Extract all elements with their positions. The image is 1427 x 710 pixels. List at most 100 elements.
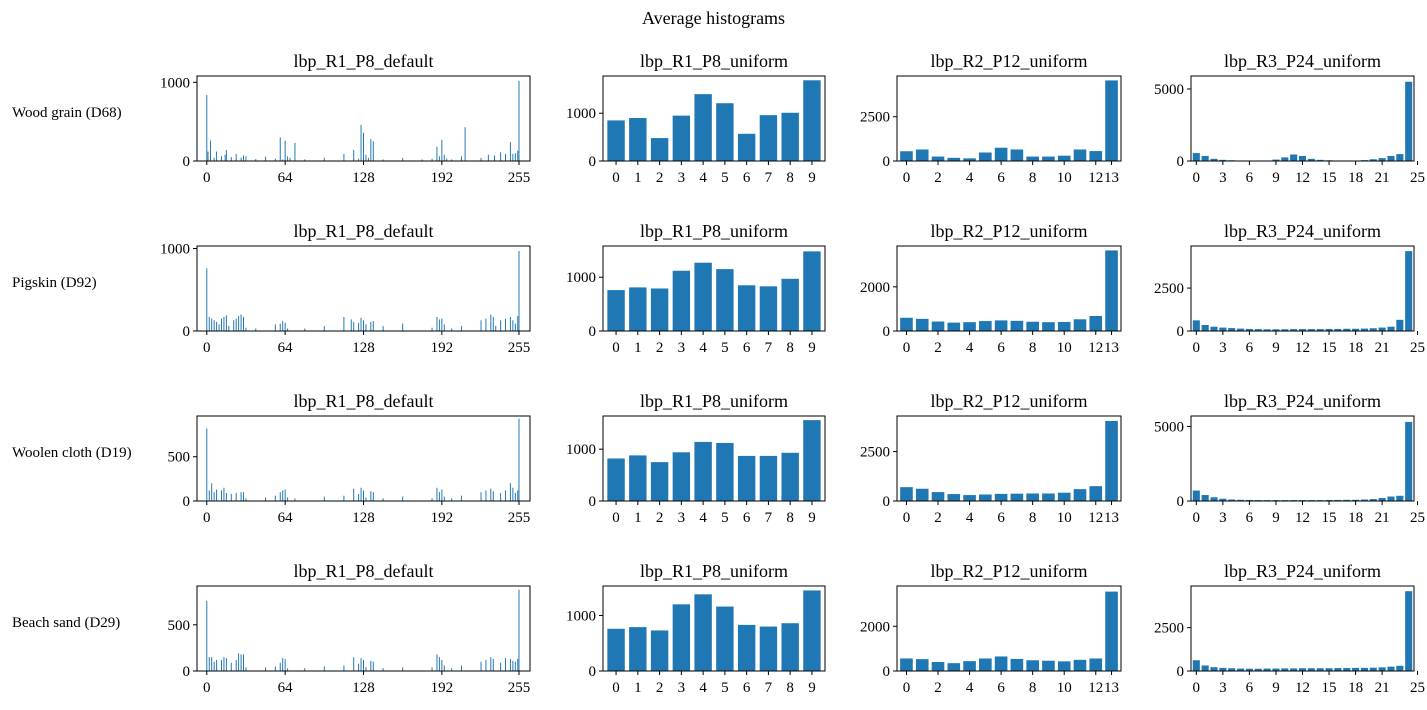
bar <box>382 159 384 161</box>
bar <box>672 452 691 501</box>
bar <box>759 115 778 161</box>
bar <box>509 142 511 161</box>
bar <box>365 324 367 331</box>
axes-frame <box>1190 415 1415 502</box>
bar <box>438 319 440 331</box>
bar <box>1057 321 1071 331</box>
bar <box>372 321 374 331</box>
bar <box>1073 659 1087 671</box>
x-tick-label: 4 <box>966 680 974 696</box>
bar <box>803 80 821 161</box>
bar <box>629 287 647 331</box>
bar <box>505 153 507 161</box>
bar <box>230 157 232 161</box>
bar <box>1263 329 1271 331</box>
y-tick-label: 0 <box>883 664 891 680</box>
bar <box>514 153 516 161</box>
x-tick-label: 8 <box>786 340 794 356</box>
bar <box>1369 667 1377 671</box>
bar <box>225 658 227 671</box>
bar <box>441 318 443 331</box>
x-tick-label: 6 <box>997 170 1005 186</box>
panel-title: lbp_R2_P12_uniform <box>930 221 1087 241</box>
bar <box>900 317 913 331</box>
x-tick-label: 9 <box>808 340 816 356</box>
bar <box>518 418 520 501</box>
x-tick-label: 18 <box>1348 170 1363 186</box>
bar <box>208 316 210 331</box>
y-tick-label: 1000 <box>566 270 596 286</box>
y-tick-label: 0 <box>1177 664 1185 680</box>
bar <box>235 153 237 161</box>
y-tick-label: 0 <box>589 154 597 170</box>
bar <box>436 316 438 331</box>
x-tick-label: 6 <box>1246 340 1254 356</box>
bar <box>402 323 404 331</box>
x-tick-label: 8 <box>786 680 794 696</box>
bar <box>451 328 453 331</box>
bar <box>512 153 514 161</box>
x-tick-label: 0 <box>203 340 211 356</box>
x-tick-label: 7 <box>765 680 773 696</box>
bar <box>358 322 360 331</box>
x-tick-label: 64 <box>278 340 294 356</box>
bar <box>1307 158 1315 161</box>
y-tick-label: 0 <box>1177 494 1185 510</box>
histogram-panel: lbp_R1_P8_default 0 500 0 64 128 192 255 <box>168 391 531 526</box>
histogram-panel: lbp_R3_P24_uniform 0 5000 0 3 6 9 12 15 18 21 25 <box>1154 51 1425 186</box>
bar <box>402 496 404 501</box>
bar <box>1219 159 1227 161</box>
bar <box>1042 493 1055 501</box>
bar <box>480 661 482 671</box>
bar <box>343 316 345 331</box>
bar <box>207 151 209 161</box>
y-tick-label: 5000 <box>1154 419 1184 435</box>
histogram-panel: lbp_R2_P12_uniform 0 2500 0 2 4 6 8 10 12 13 <box>860 51 1122 186</box>
bar <box>240 492 242 501</box>
bar <box>363 132 364 161</box>
bar <box>1210 667 1218 671</box>
histogram-panel: lbp_R1_P8_default 0 1000 0 64 128 192 255 <box>160 51 531 186</box>
bar <box>650 630 669 671</box>
bar <box>343 153 345 161</box>
bar <box>931 156 945 161</box>
bar <box>505 658 507 671</box>
panel-title: lbp_R1_P8_uniform <box>640 51 788 71</box>
panel-title: lbp_R1_P8_default <box>294 391 434 411</box>
y-tick-label: 5000 <box>1154 82 1184 98</box>
bar <box>365 667 367 671</box>
bar <box>230 493 232 501</box>
bar <box>1378 667 1386 671</box>
bar <box>1325 668 1333 671</box>
panel-title: lbp_R1_P8_uniform <box>640 221 788 241</box>
bar <box>915 659 929 671</box>
x-tick-label: 21 <box>1375 510 1390 526</box>
bar <box>213 492 215 501</box>
bar <box>438 156 440 161</box>
bar <box>803 590 821 671</box>
bar <box>1073 149 1087 161</box>
x-tick-label: 2 <box>656 340 664 356</box>
bar <box>1010 149 1024 161</box>
bar <box>1105 420 1118 501</box>
bar <box>1405 251 1413 331</box>
bar <box>294 142 296 161</box>
bar <box>223 316 225 331</box>
bar <box>1378 327 1386 331</box>
bar <box>487 154 489 161</box>
bar <box>1245 668 1253 671</box>
x-tick-label: 9 <box>808 170 816 186</box>
panel-title: lbp_R2_P12_uniform <box>930 391 1087 411</box>
x-tick-label: 0 <box>612 170 620 186</box>
bar <box>1089 151 1103 161</box>
bar <box>1396 319 1404 331</box>
bar <box>402 157 404 161</box>
bar <box>518 250 520 331</box>
x-tick-label: 13 <box>1104 170 1119 186</box>
bar <box>963 495 976 501</box>
bar <box>900 487 913 501</box>
bar <box>1105 250 1118 331</box>
bar <box>500 493 502 501</box>
panel-title: lbp_R1_P8_default <box>294 221 434 241</box>
bar <box>716 269 734 331</box>
